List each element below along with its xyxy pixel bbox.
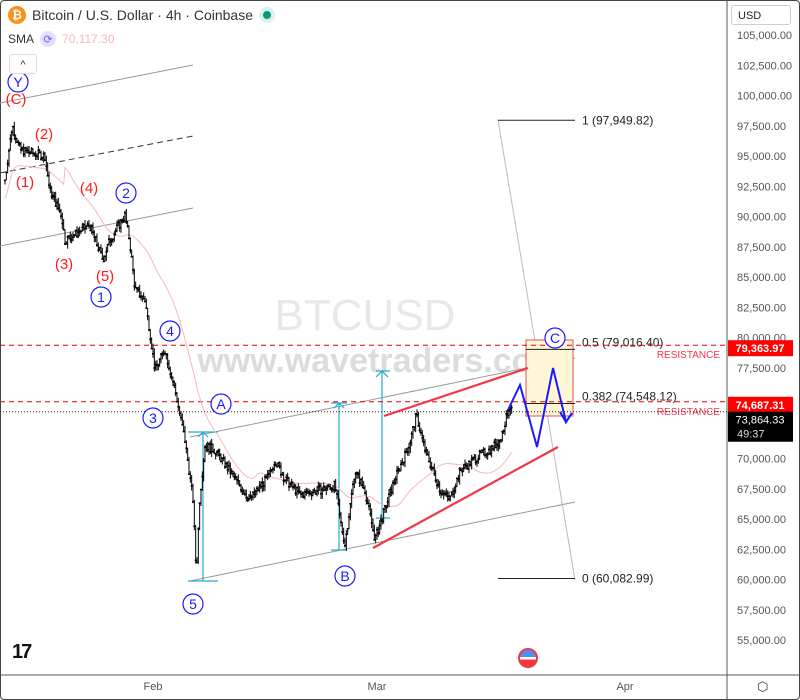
time-tick-label: Feb	[144, 681, 163, 693]
market-open-icon	[258, 7, 275, 23]
wave-label: B	[340, 568, 349, 584]
collapse-legend-button[interactable]: ^	[9, 54, 37, 74]
sma-label: SMA	[8, 32, 35, 46]
wedge-lines	[372, 366, 559, 549]
wave-circle	[142, 407, 164, 429]
price-tick-label: 67,500.00	[737, 484, 786, 496]
price-tick-label: 65,000.00	[737, 514, 786, 526]
wave-label: 2	[122, 185, 130, 201]
wave-label: 1	[97, 289, 105, 305]
sma-line	[4, 164, 513, 507]
price-tick-label: 100,000.00	[737, 91, 792, 103]
wave-circle	[90, 286, 112, 308]
price-badges: 79,363.97 74,687.31 73,864.33 49:37	[728, 340, 793, 442]
wave-label: (3)	[55, 256, 73, 273]
price-tick-label: 60,000.00	[737, 575, 786, 587]
wave-circle	[210, 393, 232, 415]
price-tick-label: 87,500.00	[737, 242, 786, 254]
wave-label: (1)	[16, 174, 34, 191]
measure-arrows	[188, 370, 390, 582]
us-event-icon[interactable]	[518, 648, 538, 668]
wave-labels-red: (C) (2) (1) (4) (3) (5)	[6, 91, 115, 285]
resistance-label: RESISTANCE	[657, 350, 720, 361]
price-tick-label: 105,000.00	[737, 30, 792, 42]
target-zone	[525, 339, 574, 417]
price-tick-label: 95,000.00	[737, 151, 786, 163]
resistance-price-text: 74,687.31	[736, 400, 785, 412]
last-price-text: 73,864.33	[736, 415, 785, 427]
wave-circle	[182, 593, 204, 615]
price-tick-label: 85,000.00	[737, 272, 786, 284]
wave-label: 3	[149, 410, 157, 426]
wave-label: (2)	[35, 126, 53, 143]
fib-label: 0 (60,082.99)	[582, 571, 653, 585]
time-tick-label: Apr	[616, 681, 633, 693]
resistance-price-badge	[728, 340, 793, 357]
last-price-badge	[728, 411, 793, 442]
range-channel-lower	[189, 501, 576, 582]
time-tick-label: Mar	[368, 681, 387, 693]
wave-circle	[544, 327, 566, 349]
resistance-price-badge	[728, 396, 793, 413]
symbol-title[interactable]: Bitcoin / U.S. Dollar · 4h · Coinbase	[32, 7, 253, 23]
wave-label: (4)	[80, 180, 98, 197]
candles	[4, 121, 513, 564]
sma-value: 70,117.30	[62, 32, 115, 46]
fib-retracement: 1 (97,949.82) 0.5 (79,016.40) 0.382 (74,54…	[498, 113, 677, 585]
axis-settings-icon[interactable]: ⬡	[757, 679, 769, 694]
price-tick-label: 70,000.00	[737, 454, 786, 466]
chart-header: ₿ Bitcoin / U.S. Dollar · 4h · Coinbase	[8, 6, 275, 24]
currency-selector[interactable]: USD	[731, 5, 791, 25]
wave-label: Y	[13, 74, 23, 90]
channel-lower	[0, 207, 194, 247]
price-tick-label: 90,000.00	[737, 212, 786, 224]
price-tick-label: 55,000.00	[737, 635, 786, 647]
watermark-symbol: BTCUSD	[275, 291, 456, 340]
price-tick-label: 62,500.00	[737, 544, 786, 556]
price-tick-label: 102,500.00	[737, 60, 792, 72]
fib-label: 0.382 (74,548.12)	[582, 389, 677, 403]
price-axis[interactable]: 105,000.00 102,500.00 100,000.00 97,500.00 9…	[737, 30, 792, 647]
wave-label: (5)	[96, 268, 114, 285]
price-tick-label: 97,500.00	[737, 121, 786, 133]
fib-label: 0.5 (79,016.40)	[582, 335, 663, 349]
wave-label: (C)	[6, 91, 27, 108]
price-tick-label: 57,500.00	[737, 605, 786, 617]
wave-circle	[334, 565, 356, 587]
price-tick-label: 77,500.00	[737, 363, 786, 375]
wave-label: C	[550, 330, 560, 346]
loading-icon: ⟳	[40, 31, 57, 47]
wave-circle	[115, 182, 137, 204]
bar-countdown: 49:37	[737, 429, 765, 441]
resistance-price-text: 79,363.97	[736, 343, 785, 355]
sma-legend[interactable]: SMA ⟳ 70,117.30	[8, 31, 115, 47]
tradingview-logo[interactable]: 17	[12, 641, 32, 663]
resistance-lines: RESISTANCE RESISTANCE	[0, 344, 727, 418]
wave-label: 5	[189, 596, 197, 612]
fib-label: 1 (97,949.82)	[582, 113, 653, 127]
time-axis[interactable]: Feb Mar Apr	[144, 681, 634, 693]
wave-label: 4	[166, 323, 174, 339]
price-tick-label: 82,500.00	[737, 302, 786, 314]
bitcoin-icon: ₿	[8, 6, 26, 24]
wave-label: A	[216, 396, 226, 412]
price-tick-label: 92,500.00	[737, 181, 786, 193]
resistance-label: RESISTANCE	[657, 407, 720, 418]
wave-circle	[159, 320, 181, 342]
channel-upper	[0, 64, 194, 104]
projection-arrowhead	[559, 411, 573, 424]
wave-labels-blue: Y 2 1 4 3 5 A B C	[7, 71, 566, 615]
